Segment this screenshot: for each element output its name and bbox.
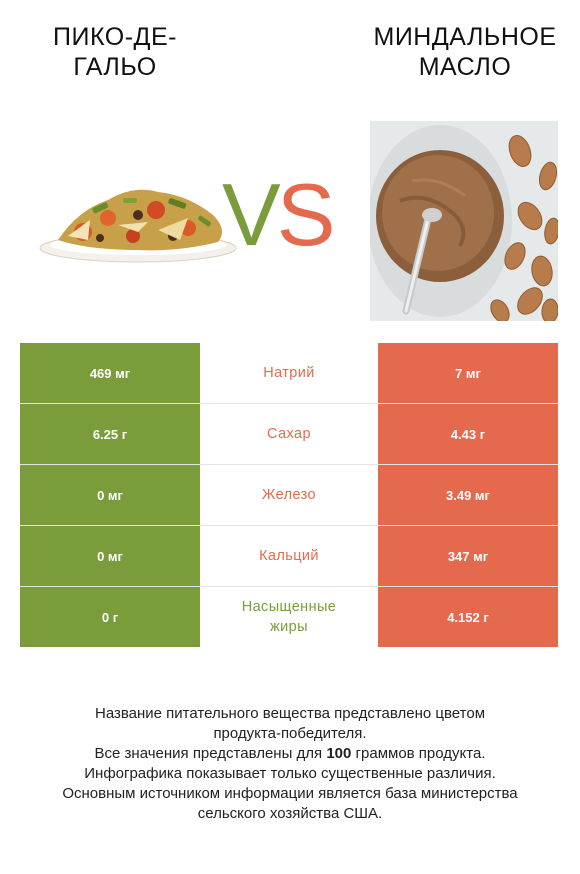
nutrient-name: Натрий bbox=[200, 343, 378, 403]
left-value: 0 мг bbox=[20, 526, 200, 586]
footnotes: Название питательного вещества представл… bbox=[0, 704, 580, 824]
footnote-line: Все значения представлены для 100 граммо… bbox=[0, 744, 580, 764]
right-food-title-line-1: МИНДАЛЬНОЕ bbox=[373, 23, 557, 51]
pico-de-gallo-image bbox=[39, 189, 237, 263]
vs-s-letter: S bbox=[276, 165, 336, 264]
right-value: 347 мг bbox=[378, 526, 558, 586]
nutrient-name-line-2: жиры bbox=[270, 619, 308, 635]
left-food-title: ПИКО-ДЕ- ГАЛЬО bbox=[0, 22, 230, 82]
right-food-title: МИНДАЛЬНОЕ МАСЛО bbox=[350, 22, 580, 82]
footnote-line: Основным источником информации является … bbox=[62, 785, 518, 802]
right-value: 4.43 г bbox=[378, 404, 558, 464]
left-value: 6.25 г bbox=[20, 404, 200, 464]
right-food-title-line-2: МАСЛО bbox=[418, 53, 512, 81]
table-row: 0 мг Железо 3.49 мг bbox=[20, 465, 558, 526]
nutrient-name: Кальций bbox=[200, 526, 378, 586]
right-value: 7 мг bbox=[378, 343, 558, 403]
table-row: 6.25 г Сахар 4.43 г bbox=[20, 404, 558, 465]
footnote-bold-amount: 100 bbox=[326, 745, 352, 762]
footnote-line: Название питательного вещества представл… bbox=[94, 705, 486, 722]
nutrient-name-line-1: Насыщенные bbox=[241, 599, 337, 615]
table-row: 469 мг Натрий 7 мг bbox=[20, 343, 558, 404]
left-food-title-line-1: ПИКО-ДЕ- bbox=[53, 23, 177, 51]
footnote-text: граммов продукта. bbox=[351, 745, 486, 762]
nutrient-name: Насыщенные жиры bbox=[200, 587, 378, 647]
table-row: 0 мг Кальций 347 мг bbox=[20, 526, 558, 587]
left-value: 0 мг bbox=[20, 465, 200, 525]
nutrient-name: Железо bbox=[200, 465, 378, 525]
right-value: 4.152 г bbox=[378, 587, 558, 647]
footnote-text: Все значения представлены для bbox=[94, 745, 327, 762]
footnote-line: Инфографика показывает только существенн… bbox=[84, 765, 496, 782]
vs-label: VS bbox=[222, 165, 336, 265]
table-row: 0 г Насыщенные жиры 4.152 г bbox=[20, 587, 558, 647]
footnote-line: сельского хозяйства США. bbox=[197, 805, 383, 822]
left-value: 469 мг bbox=[20, 343, 200, 403]
almond-butter-image bbox=[370, 121, 558, 321]
left-food-title-line-2: ГАЛЬО bbox=[73, 53, 157, 81]
footnote-line: продукта-победителя. bbox=[213, 725, 367, 742]
nutrient-name: Сахар bbox=[200, 404, 378, 464]
comparison-table: 469 мг Натрий 7 мг 6.25 г Сахар 4.43 г 0… bbox=[20, 343, 558, 647]
left-value: 0 г bbox=[20, 587, 200, 647]
right-value: 3.49 мг bbox=[378, 465, 558, 525]
vs-v-letter: V bbox=[222, 165, 281, 264]
